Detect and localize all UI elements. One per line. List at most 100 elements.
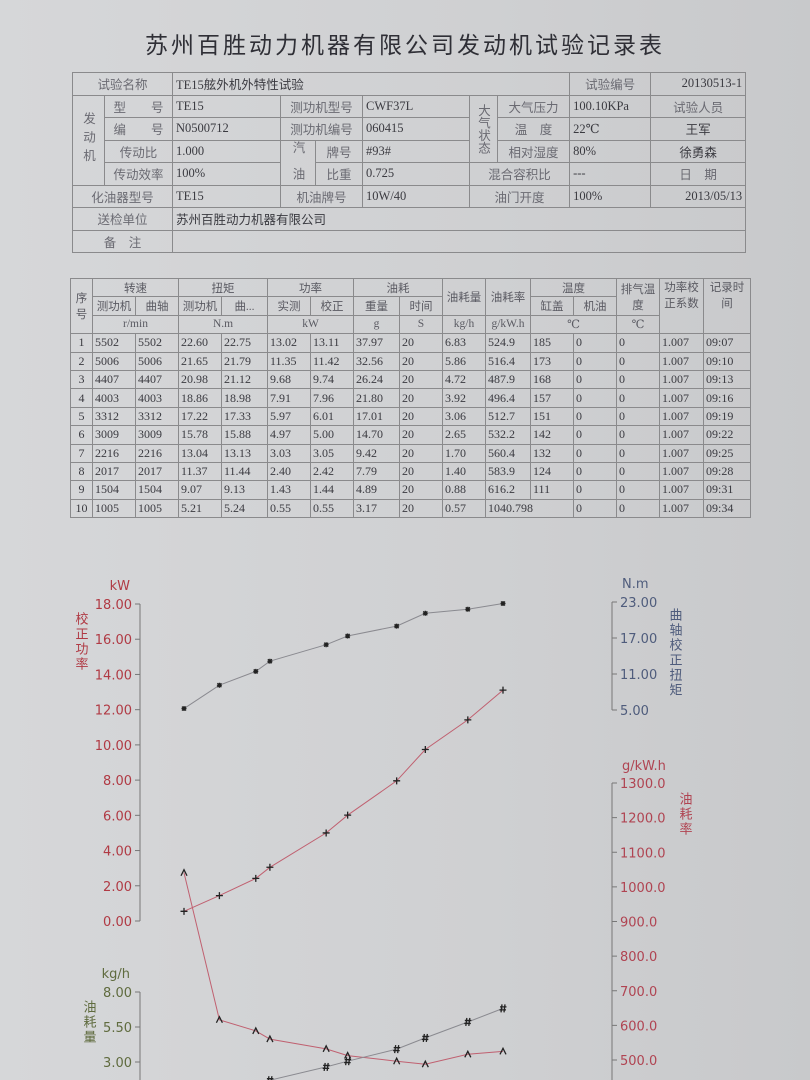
table-cell: 496.4 xyxy=(485,388,531,408)
table-cell: 5502 xyxy=(92,333,136,353)
table-cell: 0 xyxy=(616,461,660,482)
tick-label: 500.0 xyxy=(620,1054,657,1069)
axis-unit: g/kW.h xyxy=(622,759,666,774)
table-cell: 13.11 xyxy=(310,333,354,353)
col-cyl-head: 缸盖 xyxy=(530,296,574,316)
table-cell: 3.92 xyxy=(442,388,486,408)
temp-label: 温 度 xyxy=(497,117,571,141)
table-cell: 0 xyxy=(616,388,660,408)
table-cell: 20 xyxy=(399,388,443,408)
table-cell: 09:22 xyxy=(703,425,751,445)
table-cell: 20 xyxy=(399,425,443,445)
table-cell: 7.79 xyxy=(353,461,400,482)
table-cell: 22.60 xyxy=(178,333,222,353)
test-name-label: 试验名称 xyxy=(71,72,174,96)
throttle: 100% xyxy=(569,184,652,208)
table-cell: 09:28 xyxy=(703,461,751,482)
col-fuel-amount: 油耗量 xyxy=(442,278,486,316)
table-cell: 20 xyxy=(399,480,443,500)
col-crank-speed: 曲轴 xyxy=(135,296,179,316)
col-crank-torque: 曲... xyxy=(221,296,268,316)
table-cell: 0 xyxy=(616,480,660,500)
plus-marker-icon xyxy=(344,811,352,819)
series-line xyxy=(183,603,504,710)
table-cell: 20 xyxy=(399,498,443,519)
tick-label: 10.00 xyxy=(95,739,132,754)
table-cell: 1040.798 xyxy=(485,498,574,519)
unit-nm: N.m xyxy=(178,314,268,335)
table-cell: 1.007 xyxy=(659,333,704,353)
table-cell: 151 xyxy=(530,406,574,427)
carb-label: 化油器型号 xyxy=(71,184,174,208)
series-line xyxy=(183,689,504,912)
tick-label: 4.00 xyxy=(103,845,132,860)
table-cell: 5006 xyxy=(135,351,179,371)
plus-marker-icon xyxy=(499,686,507,694)
table-cell: 22.75 xyxy=(221,333,268,353)
page-title: 苏州百胜动力机器有限公司发动机试验记录表 xyxy=(145,33,665,59)
table-cell: 2 xyxy=(70,351,93,371)
table-cell: 4003 xyxy=(92,388,136,408)
tick-label: 17.00 xyxy=(620,632,657,647)
table-cell: 6.01 xyxy=(310,406,354,427)
caret-marker-icon xyxy=(215,1015,223,1024)
table-cell: 0 xyxy=(616,498,660,519)
date-label: 日 期 xyxy=(650,162,747,186)
star-marker-icon xyxy=(323,642,329,648)
table-cell: 20 xyxy=(399,369,443,390)
table-cell: 4.89 xyxy=(353,480,400,500)
tester-1: 王军 xyxy=(650,117,747,141)
axis-unit: kW xyxy=(110,579,131,594)
table-row: 1 5502 5502 22.60 22.75 13.02 13.11 37.97 20 6.83… xyxy=(70,333,751,353)
table-cell: 0 xyxy=(616,406,660,427)
temp: 22℃ xyxy=(569,117,652,141)
star-marker-icon xyxy=(394,623,400,629)
table-cell: 0 xyxy=(616,425,660,445)
table-row: 8 2017 2017 11.37 11.44 2.40 2.42 7.79 20 1.40 583… xyxy=(70,461,751,482)
table-cell: 1.007 xyxy=(659,425,704,445)
star-marker-icon xyxy=(253,668,259,674)
table-cell: 1.007 xyxy=(659,369,704,390)
table-cell: 2.42 xyxy=(310,461,354,482)
table-row: 2 5006 5006 21.65 21.79 11.35 11.42 32.56 20 5.86… xyxy=(70,351,751,371)
table-cell: 1.43 xyxy=(267,480,311,500)
col-seq: 序号 xyxy=(70,277,93,335)
table-cell: 7.91 xyxy=(267,388,311,408)
table-cell: 0 xyxy=(573,388,617,408)
table-cell: 5.00 xyxy=(310,425,354,445)
table-cell: 1005 xyxy=(92,498,136,519)
hash-marker-icon xyxy=(322,1062,330,1071)
series-line xyxy=(268,1007,504,1080)
humidity-label: 相对湿度 xyxy=(497,139,571,163)
table-cell: 0 xyxy=(616,351,660,371)
plus-marker-icon xyxy=(252,874,260,882)
col-rec-time: 记录时间 xyxy=(703,277,751,335)
col-fuel-rate: 油耗率 xyxy=(485,278,531,316)
table-row: 10 1005 1005 5.21 5.24 0.55 0.55 3.17 20 0.57 1040… xyxy=(70,498,751,519)
table-cell: 9.13 xyxy=(221,480,268,500)
density-label: 比重 xyxy=(315,162,364,186)
col-power: 功率 xyxy=(267,277,354,298)
test-info-table: 试验名称 TE15舷外机外特性试验 试验编号 20130513-1 发动机 型 … xyxy=(71,72,747,253)
table-cell: 18.86 xyxy=(178,388,222,408)
date: 2013/05/13 xyxy=(650,184,747,208)
table-cell: 4.72 xyxy=(442,369,486,390)
table-cell: 487.9 xyxy=(485,369,531,390)
serial-label: 编 号 xyxy=(103,117,174,141)
table-cell: 2.40 xyxy=(267,461,311,482)
table-cell: 0 xyxy=(573,369,617,390)
caret-marker-icon xyxy=(252,1026,260,1035)
table-cell: 3.17 xyxy=(353,498,400,519)
unit-rpm: r/min xyxy=(92,314,179,335)
efficiency-label: 传动效率 xyxy=(103,162,174,186)
table-cell: 0 xyxy=(573,351,617,371)
table-cell: 11.44 xyxy=(221,461,268,482)
caret-marker-icon xyxy=(499,1046,507,1055)
table-cell: 17.33 xyxy=(221,406,268,427)
tick-label: 11.00 xyxy=(620,668,657,683)
tick-label: 14.00 xyxy=(95,668,132,683)
sender: 苏州百胜动力机器有限公司 xyxy=(172,207,747,231)
tick-label: 900.0 xyxy=(620,916,657,931)
table-cell: 20.98 xyxy=(178,369,222,390)
plus-marker-icon xyxy=(215,892,223,900)
